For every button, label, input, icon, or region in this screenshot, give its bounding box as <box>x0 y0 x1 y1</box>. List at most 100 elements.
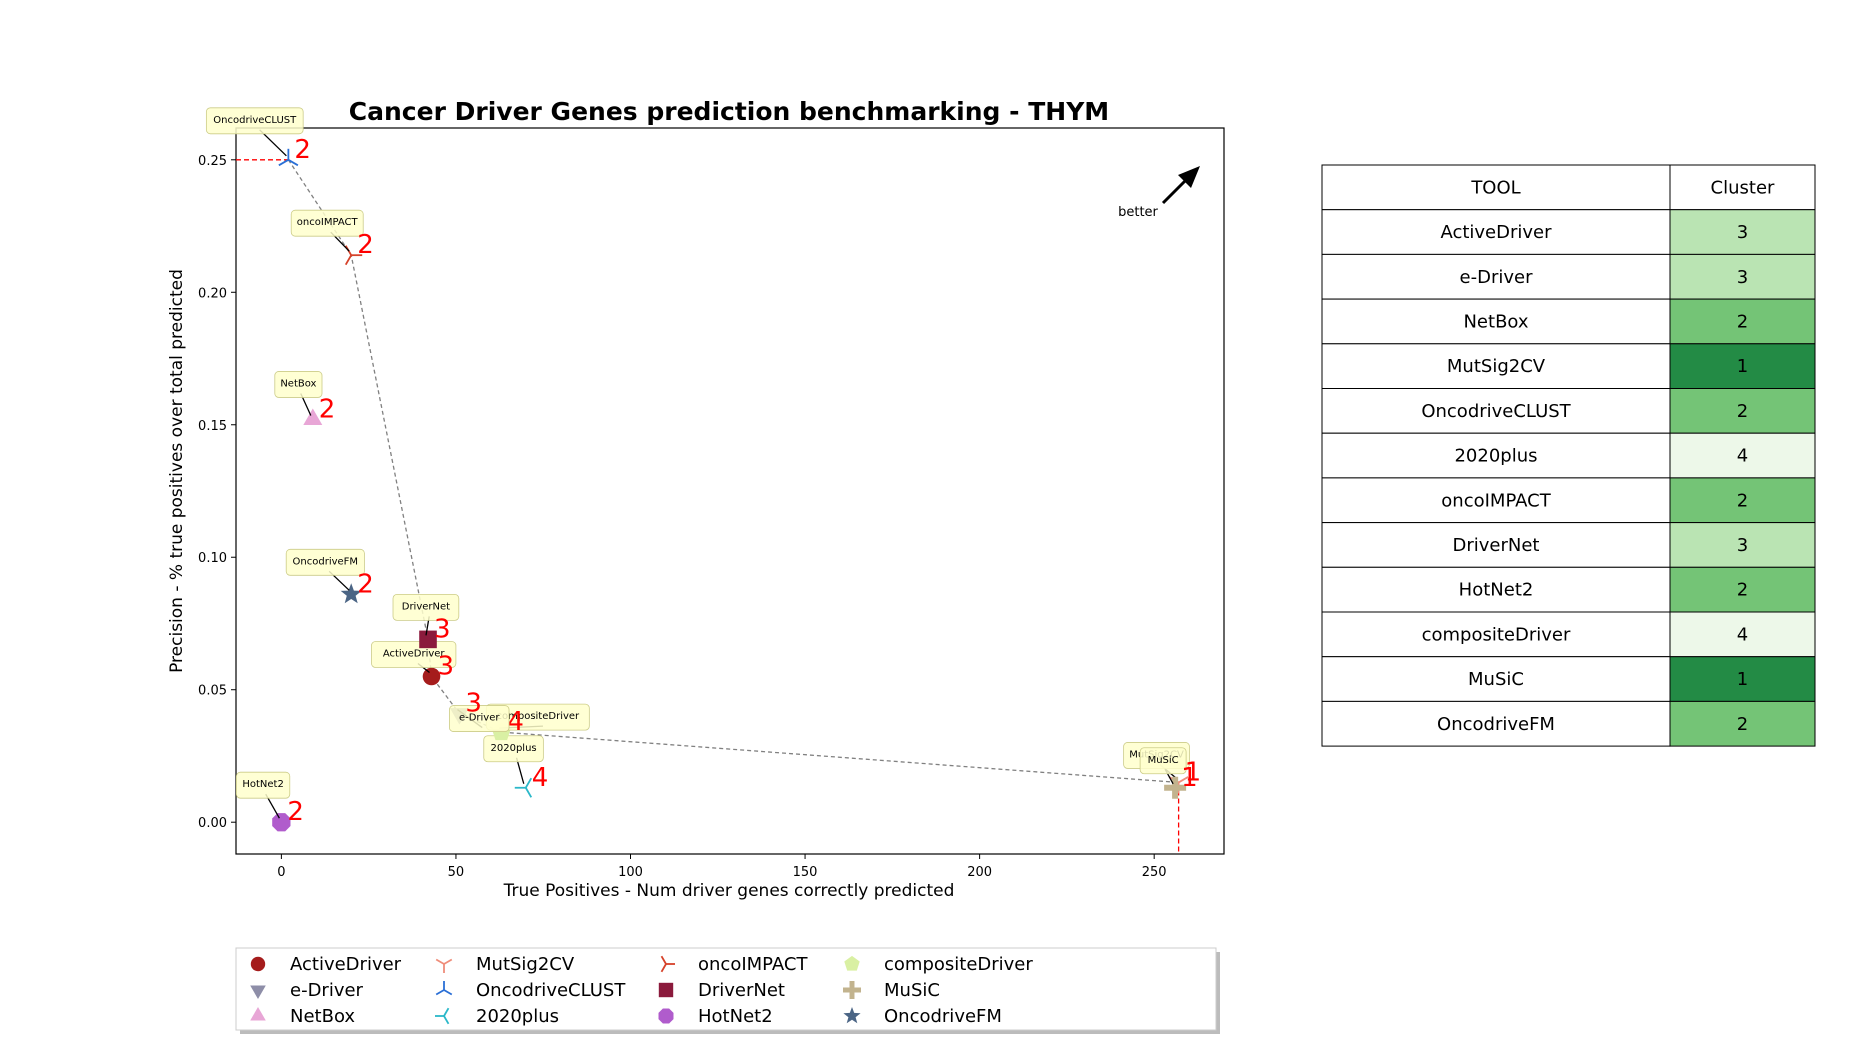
legend-label-hotnet2: HotNet2 <box>698 1006 773 1027</box>
table-tool-cell <box>1321 388 1671 434</box>
table-tool-name: MutSig2CV <box>1447 356 1546 377</box>
annotation-label-netbox: NetBox <box>280 378 316 389</box>
annotation-label-compositedriver: compositeDriver <box>497 711 581 722</box>
table-header-tool-cell <box>1321 164 1671 211</box>
x-tick-label: 150 <box>793 865 818 880</box>
table-tool-cell <box>1321 253 1671 300</box>
legend-frame <box>235 947 1217 1031</box>
legend-label-2020plus: 2020plus <box>476 1006 559 1027</box>
table-tool-cell <box>1321 566 1671 613</box>
table-cluster-cell <box>1669 253 1816 300</box>
table-tool-name: oncoIMPACT <box>1441 490 1551 511</box>
table-cluster-value: 2 <box>1737 490 1748 511</box>
annotation-box-hotnet2 <box>235 771 291 799</box>
table-cluster-value: 3 <box>1737 267 1748 288</box>
table-cluster-cell <box>1669 343 1816 389</box>
table-cluster-cell <box>1669 477 1816 524</box>
table-tool-name: 2020plus <box>1454 446 1537 467</box>
legend: ActiveDriver e-Driver NetBox MutSig2CV Oncod… <box>235 947 1220 1034</box>
table-header-cluster-cell <box>1669 164 1816 211</box>
legend-label-compositedriver: compositeDriver <box>884 954 1033 975</box>
cluster-number-oncoimpact: 2 <box>357 230 374 260</box>
table-header-cluster: Cluster <box>1711 177 1775 198</box>
point-oncodrivefm <box>340 583 362 604</box>
cluster-number-mutsig2cv: 1 <box>1185 757 1202 787</box>
annotation-label-e-driver: e-Driver <box>459 713 500 724</box>
table-cluster-cell <box>1669 209 1816 255</box>
table-tool-name: MuSiC <box>1468 669 1524 690</box>
better-label: better <box>1118 205 1158 220</box>
y-axis-label: Precision - % true positives over total … <box>167 269 187 673</box>
legend-label-oncodrivefm: OncodriveFM <box>884 1006 1002 1027</box>
x-tick-label: 100 <box>618 865 643 880</box>
chart-title: Cancer Driver Genes prediction benchmark… <box>349 97 1109 126</box>
cluster-number-music: 1 <box>1181 763 1198 793</box>
y-tick-label: 0.20 <box>198 286 227 301</box>
table-cluster-cell <box>1669 656 1816 702</box>
better-arrow-shaft <box>1161 176 1190 205</box>
y-tick-label: 0.15 <box>198 419 227 434</box>
legend-label-drivernet: DriverNet <box>698 980 785 1001</box>
cluster-number-oncodrivefm: 2 <box>357 569 374 599</box>
better-arrow-head <box>1178 166 1200 188</box>
table-cluster-cell <box>1669 611 1816 658</box>
table-tool-cell <box>1321 522 1671 568</box>
table-tool-cell <box>1321 700 1671 747</box>
annotation-box-oncoimpact <box>290 209 364 237</box>
legend-label-oncodriveclust: OncodriveCLUST <box>476 980 626 1001</box>
table-tool-cell <box>1321 656 1671 702</box>
plot-area: 0 50 100 150 200 250 0.00 0.05 0.10 0.15 0.20 0.25 b… <box>198 107 1225 880</box>
point-activedriver <box>422 667 441 686</box>
cluster-table: TOOL Cluster ActiveDriver 3 e-Driver 3 NetBox 2… <box>1321 164 1816 747</box>
legend-marker-oncodriveclust <box>435 981 453 996</box>
legend-marker-2020plus <box>435 1007 450 1025</box>
table-tool-name: OncodriveCLUST <box>1421 401 1571 422</box>
annotation-label-hotnet2: HotNet2 <box>242 779 283 790</box>
point-hotnet2 <box>272 813 291 832</box>
table-tool-name: NetBox <box>1463 311 1528 332</box>
cluster-number-compositedriver: 4 <box>507 707 524 737</box>
table-cluster-value: 2 <box>1737 311 1748 332</box>
table-cluster-cell <box>1669 388 1816 434</box>
table-tool-name: compositeDriver <box>1422 624 1571 645</box>
y-tick-label: 0.25 <box>198 154 227 169</box>
annotation-box-oncodriveclust <box>205 107 304 135</box>
y-tick-label: 0.10 <box>198 551 227 566</box>
table-cluster-cell <box>1669 700 1816 747</box>
annotation-label-oncodrivefm: OncodriveFM <box>293 556 359 567</box>
table-cluster-value: 1 <box>1737 669 1748 690</box>
legend-marker-oncodrivefm <box>843 1007 861 1024</box>
annotation-label-oncoimpact: oncoIMPACT <box>297 217 359 228</box>
annotation-box-e-driver <box>449 705 510 732</box>
y-tick-label: 0.00 <box>198 816 227 831</box>
table-cluster-value: 2 <box>1737 580 1748 601</box>
table-cluster-value: 1 <box>1737 356 1748 377</box>
legend-label-mutsig2cv: MutSig2CV <box>476 954 575 975</box>
annotation-label-drivernet: DriverNet <box>402 601 450 612</box>
point-2020plus <box>514 777 533 798</box>
plot-frame <box>235 127 1225 855</box>
point-oncodriveclust <box>278 148 299 167</box>
point-netbox <box>303 408 323 425</box>
annotation-label-music: MuSiC <box>1148 755 1179 766</box>
legend-label-music: MuSiC <box>884 980 940 1001</box>
table-cluster-cell <box>1669 566 1816 613</box>
cluster-number-netbox: 2 <box>319 394 336 424</box>
annotation-label-activedriver: ActiveDriver <box>383 648 446 659</box>
table-tool-name: OncodriveFM <box>1437 714 1555 735</box>
x-tick-label: 250 <box>1142 865 1167 880</box>
table-tool-cell <box>1321 477 1671 524</box>
legend-marker-oncoimpact <box>660 955 675 973</box>
table-tool-cell <box>1321 432 1671 479</box>
annotation-box-drivernet <box>392 593 460 621</box>
legend-label-activedriver: ActiveDriver <box>290 954 402 975</box>
annotation-box-oncodrivefm <box>285 548 365 576</box>
table-tool-name: e-Driver <box>1460 267 1534 288</box>
x-tick-label: 0 <box>277 865 285 880</box>
table-header-tool: TOOL <box>1470 177 1520 198</box>
table-cluster-value: 3 <box>1737 222 1748 243</box>
table-cluster-value: 2 <box>1737 714 1748 735</box>
table-cluster-cell <box>1669 298 1816 345</box>
annotation-label-oncodriveclust: OncodriveCLUST <box>213 115 297 126</box>
